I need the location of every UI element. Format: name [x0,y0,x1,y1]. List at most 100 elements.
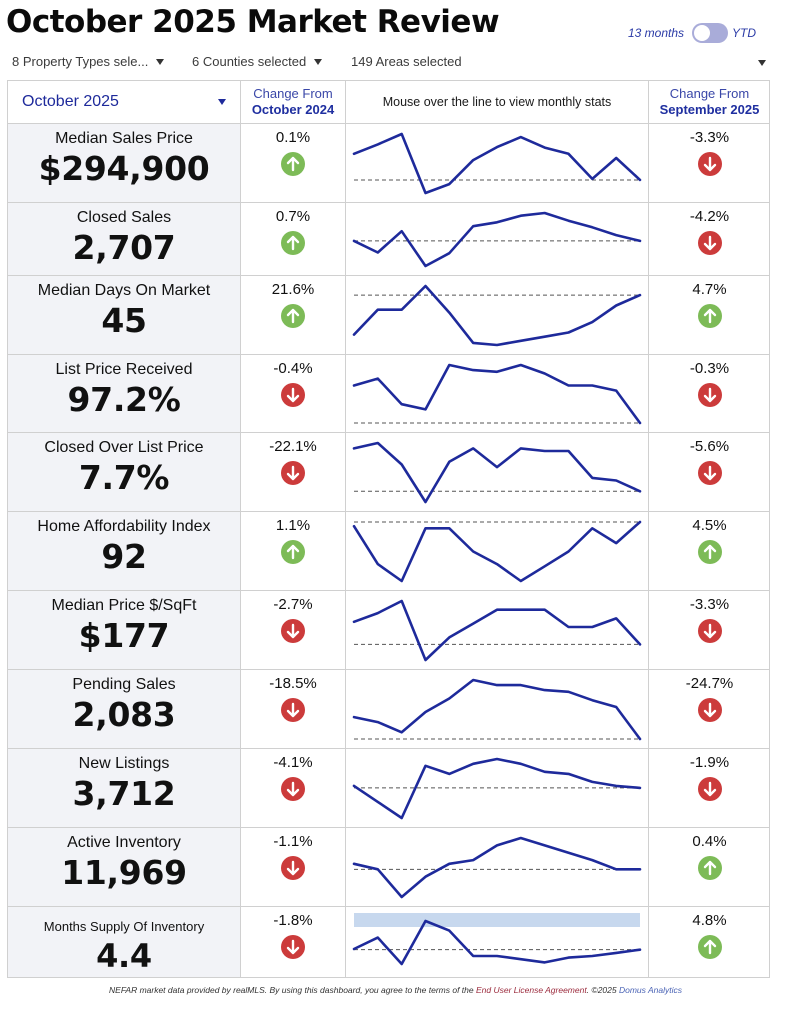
column-divider [240,81,241,977]
trend-line[interactable] [352,132,642,195]
arrow-down-icon [697,231,722,255]
toggle-13-months-label[interactable]: 13 months [628,26,685,40]
mom-change-value: -0.3% [689,360,730,377]
mom-change-value: 4.5% [692,517,727,534]
arrow-down-icon [281,619,305,643]
row-divider [8,432,769,433]
period-toggle[interactable] [692,23,729,43]
yoy-change-cell: -18.5% [241,670,345,749]
mom-change-value: -3.3% [689,596,730,613]
yoy-change-value: 21.6% [271,281,315,298]
trend-line[interactable] [352,678,642,741]
metric-row: Home Affordability Index 92 1.1% 4.5% [8,512,769,591]
yoy-column-header: Change From October 2024 [241,81,345,123]
trend-sparkline[interactable] [346,203,648,276]
period-value: October 2025 [22,93,119,110]
mom-change-cell: -1.9% [649,749,770,828]
arrow-down-icon [697,698,722,722]
trend-line[interactable] [352,919,642,966]
yoy-change-value: 0.1% [275,129,311,146]
column-divider [345,81,346,977]
metric-label: Median Days On Market [37,282,211,299]
metric-value: 92 [101,537,147,576]
arrow-up-icon [281,231,305,255]
yoy-change-value: -1.1% [273,833,313,850]
chevron-down-icon [218,99,226,105]
yoy-change-cell: -1.1% [241,828,345,907]
trend-sparkline[interactable] [346,355,648,433]
mom-change-cell: -3.3% [649,124,770,203]
metric-value: 7.7% [78,458,170,497]
footer-copyright: . ©2025 [586,985,619,995]
arrow-down-icon [697,777,722,801]
trend-line[interactable] [352,520,642,583]
trend-sparkline[interactable] [346,591,648,670]
trend-line[interactable] [352,363,642,425]
header-divider [8,123,769,124]
metric-value: 3,712 [72,774,176,813]
yoy-change-value: -4.1% [273,754,313,771]
period-selector[interactable]: October 2025 [8,81,240,123]
chevron-down-icon [314,58,323,65]
arrow-down-icon [697,619,722,643]
trend-line[interactable] [352,836,642,899]
metric-cell: Median Price $/SqFt $177 [8,591,240,670]
mom-change-value: -5.6% [689,438,730,455]
metric-value: 97.2% [67,380,181,419]
range-band [354,913,640,927]
metric-label: Median Price $/SqFt [51,597,197,614]
yoy-change-value: -22.1% [269,438,317,455]
areas-value: 149 Areas selected [351,54,462,69]
trend-line[interactable] [352,284,642,347]
mom-column-header: Change From September 2025 [649,81,770,123]
trend-sparkline[interactable] [346,433,648,512]
toggle-ytd-label[interactable]: YTD [732,26,757,40]
arrow-down-icon [281,777,305,801]
eula-link[interactable]: End User License Agreement [475,985,587,995]
trend-line[interactable] [352,757,642,820]
yoy-header-label: Change From [253,86,333,101]
metric-cell: Pending Sales 2,083 [8,670,240,749]
trend-sparkline[interactable] [346,828,648,907]
property-types-filter[interactable]: 8 Property Types sele... [12,54,165,69]
metric-row: Median Price $/SqFt $177 -2.7% -3.3% [8,591,769,670]
trend-line[interactable] [352,441,642,504]
metric-value: 4.4 [96,937,152,975]
row-divider [8,748,769,749]
mom-change-cell: -0.3% [649,355,770,433]
trend-sparkline[interactable] [346,124,648,203]
arrow-down-icon [697,461,722,485]
mom-change-value: 0.4% [692,833,727,850]
trend-sparkline[interactable] [346,512,648,591]
mom-change-cell: -3.3% [649,591,770,670]
yoy-change-cell: -22.1% [241,433,345,512]
mom-change-value: -3.3% [689,129,730,146]
mom-change-value: -1.9% [689,754,730,771]
mom-change-cell: -4.2% [649,203,770,276]
footer: NEFAR market data provided by realMLS. B… [0,985,791,995]
mom-change-cell: 0.4% [649,828,770,907]
trend-sparkline[interactable] [346,276,648,355]
trend-sparkline[interactable] [346,907,648,978]
trend-line[interactable] [352,211,642,268]
domus-analytics-link[interactable]: Domus Analytics [618,985,682,995]
arrow-down-icon [697,383,722,407]
row-divider [8,202,769,203]
metric-label: New Listings [78,755,170,772]
counties-filter[interactable]: 6 Counties selected [192,54,323,69]
trend-sparkline[interactable] [346,670,648,749]
arrow-up-icon [281,540,305,564]
property-types-value: 8 Property Types sele... [12,54,149,69]
areas-filter[interactable]: 149 Areas selected [351,54,768,69]
mom-change-cell: 4.8% [649,907,770,978]
metric-label: Median Sales Price [55,130,193,147]
yoy-change-value: 0.7% [275,208,311,225]
trend-sparkline[interactable] [346,749,648,828]
yoy-change-cell: -1.8% [241,907,345,978]
trend-line[interactable] [352,599,642,662]
arrow-down-icon [281,935,305,959]
yoy-change-cell: 0.1% [241,124,345,203]
market-stats-table: October 2025 Change From October 2024 Mo… [7,80,770,978]
period-toggle-group: 13 months YTD [628,22,756,44]
metric-row: List Price Received 97.2% -0.4% -0.3% [8,355,769,433]
